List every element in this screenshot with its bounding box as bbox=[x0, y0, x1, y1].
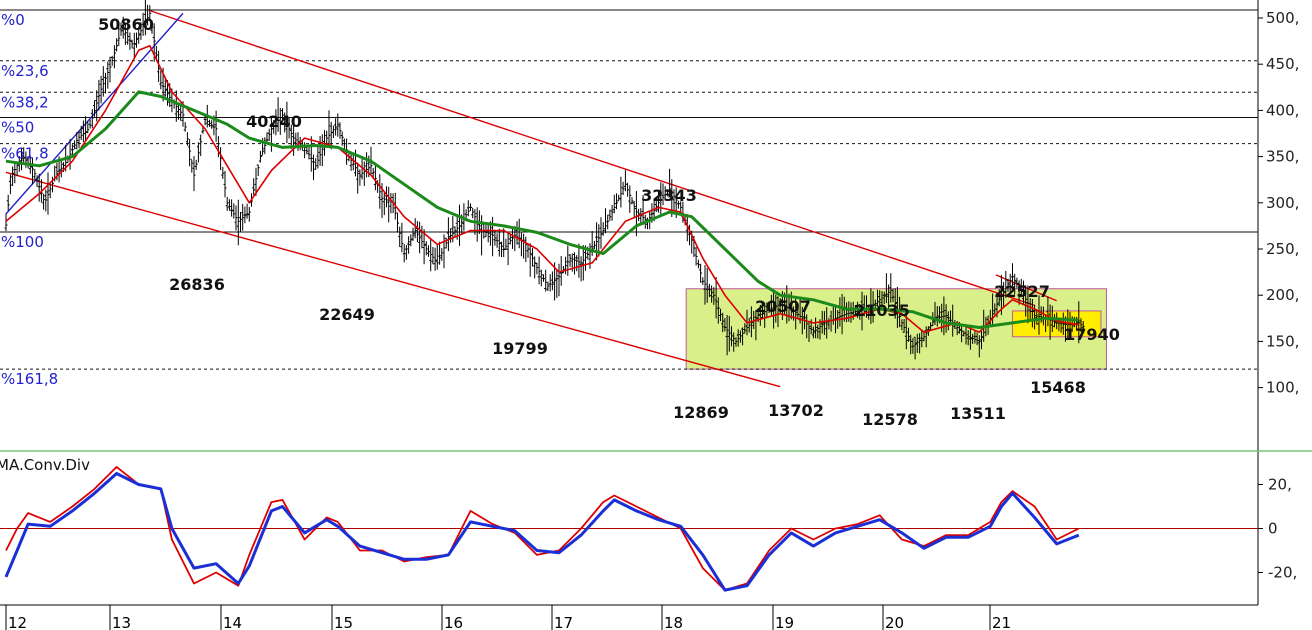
peak-label-4: 32343 bbox=[641, 186, 697, 205]
indicator-panel: 20, 0 -20, bbox=[0, 466, 1297, 592]
price-tick-3: 400, bbox=[1266, 101, 1299, 119]
fib-label-1: %23,6 bbox=[1, 62, 49, 80]
time-tick-1: 13 bbox=[112, 614, 131, 630]
peak-label-12: 13702 bbox=[768, 401, 824, 420]
price-gridlines bbox=[0, 0, 1312, 606]
trend-lines bbox=[5, 9, 1057, 388]
price-tick-7: 200, bbox=[1266, 286, 1299, 304]
price-tick-9: 100, bbox=[1266, 379, 1299, 397]
peak-label-9: 17940 bbox=[1064, 325, 1120, 344]
peak-label-8: 22527 bbox=[994, 282, 1050, 301]
peak-label-10: 15468 bbox=[1030, 378, 1086, 397]
peak-label-1: 40240 bbox=[246, 112, 302, 131]
peak-label-2: 26836 bbox=[169, 275, 225, 294]
peak-labels: 50860 40240 26836 22649 32343 19799 20507 21035… bbox=[98, 15, 1120, 429]
time-tick-5: 17 bbox=[554, 614, 573, 630]
indicator-line-0 bbox=[5, 466, 1080, 591]
indicator-line-1 bbox=[4, 472, 1080, 592]
fib-label-5: %100 bbox=[1, 233, 44, 251]
time-tick-0: 12 bbox=[8, 614, 27, 630]
peak-label-11: 12869 bbox=[673, 403, 729, 422]
price-tick-8: 150, bbox=[1266, 332, 1299, 350]
moving-averages bbox=[5, 44, 1079, 333]
peak-label-0: 50860 bbox=[98, 15, 154, 34]
price-tick-5: 300, bbox=[1266, 194, 1299, 212]
indicator-tick-1: 0 bbox=[1268, 520, 1278, 538]
time-tick-2: 14 bbox=[223, 614, 242, 630]
time-axis: 12 13 14 15 16 17 18 19 20 21 bbox=[5, 605, 1011, 630]
time-tick-6: 18 bbox=[664, 614, 683, 630]
time-tick-9: 21 bbox=[992, 614, 1011, 630]
peak-label-6: 20507 bbox=[755, 297, 811, 316]
peak-label-13: 12578 bbox=[862, 410, 918, 429]
time-tick-3: 15 bbox=[334, 614, 353, 630]
fib-label-6: %161,8 bbox=[1, 370, 58, 388]
trendline-0 bbox=[149, 9, 1035, 307]
indicator-tick-2: -20, bbox=[1268, 564, 1297, 582]
price-tick-2: 450, bbox=[1266, 55, 1299, 73]
peak-label-7: 21035 bbox=[854, 301, 910, 320]
time-tick-8: 20 bbox=[885, 614, 904, 630]
fib-label-2: %38,2 bbox=[1, 93, 49, 111]
fib-label-3: %50 bbox=[1, 119, 34, 137]
trendline-1 bbox=[5, 171, 781, 388]
time-tick-7: 19 bbox=[775, 614, 794, 630]
price-tick-1: 500, bbox=[1266, 9, 1299, 27]
fibonacci-labels: %0 %23,6 %38,2 %50 %61,8 %100 %161,8 bbox=[1, 11, 58, 388]
price-tick-6: 250, bbox=[1266, 240, 1299, 258]
indicator-tick-0: 20, bbox=[1268, 476, 1292, 494]
price-axis: 550,500,450,400,350,300,250,200,150,100, bbox=[1258, 9, 1299, 397]
fib-label-0: %0 bbox=[1, 11, 25, 29]
time-tick-4: 16 bbox=[444, 614, 463, 630]
fib-label-4: %61,8 bbox=[1, 145, 49, 163]
moving-average-0 bbox=[5, 44, 1079, 333]
peak-label-5: 19799 bbox=[492, 339, 548, 358]
peak-label-3: 22649 bbox=[319, 305, 375, 324]
peak-label-14: 13511 bbox=[950, 404, 1006, 423]
moving-average-1 bbox=[5, 90, 1079, 329]
price-tick-4: 350, bbox=[1266, 148, 1299, 166]
indicator-title: MA.Conv.Div bbox=[0, 456, 90, 474]
